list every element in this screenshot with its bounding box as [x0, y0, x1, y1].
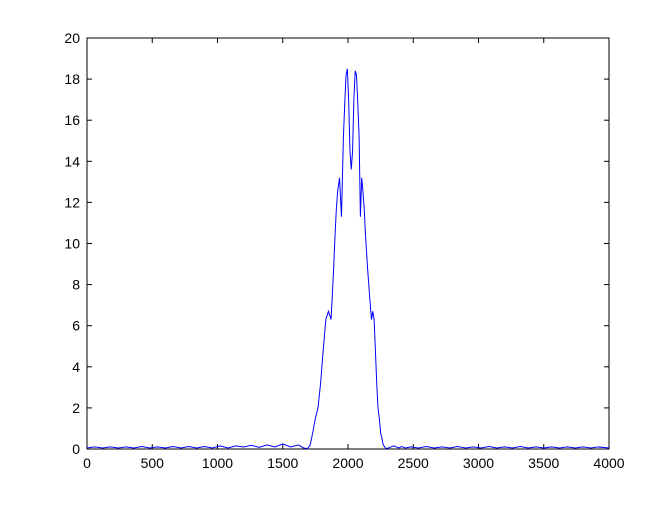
y-tick-label: 20 — [64, 30, 80, 46]
y-tick-label: 0 — [72, 441, 80, 457]
x-tick-label: 2500 — [398, 455, 429, 471]
x-tick-label: 3000 — [463, 455, 494, 471]
x-tick-label: 4000 — [593, 455, 624, 471]
y-tick-label: 8 — [72, 277, 80, 293]
y-tick-label: 6 — [72, 318, 80, 334]
axis-tick-labels: 0 500 1000 1500 2000 2500 3000 3500 4000 0 2 4 6 8 10 1… — [64, 30, 624, 471]
y-tick-label: 12 — [64, 194, 80, 210]
x-tick-label: 3500 — [528, 455, 559, 471]
plot-area — [86, 37, 610, 450]
y-tick-label: 16 — [64, 112, 80, 128]
y-tick-label: 2 — [72, 400, 80, 416]
series-line — [86, 68, 610, 450]
x-tick-label: 500 — [141, 455, 165, 471]
y-tick-label: 14 — [64, 153, 80, 169]
x-tick-label: 1000 — [202, 455, 233, 471]
y-tick-label: 18 — [64, 71, 80, 87]
x-tick-label: 1500 — [267, 455, 298, 471]
y-tick-label: 4 — [72, 359, 80, 375]
y-tick-label: 10 — [64, 236, 80, 252]
axis-ticks — [86, 37, 610, 450]
x-tick-label: 0 — [83, 455, 91, 471]
x-tick-label: 2000 — [332, 455, 363, 471]
